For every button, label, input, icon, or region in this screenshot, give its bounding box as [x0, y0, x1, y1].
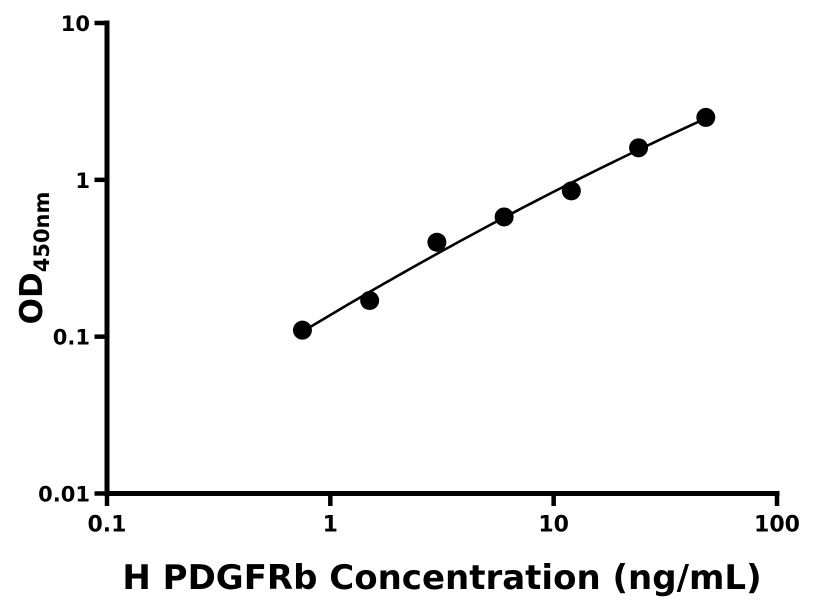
x-axis-tick-label: 0.1 — [88, 513, 127, 538]
y-axis-title-main: OD — [14, 272, 50, 324]
y-axis-tick-label: 0.1 — [53, 326, 90, 350]
data-point — [427, 232, 447, 252]
data-point — [292, 320, 312, 340]
x-axis-title: H PDGFRb Concentration (ng/mL) — [122, 558, 761, 598]
data-point — [629, 138, 649, 158]
y-axis-tick-label: 1 — [75, 169, 90, 193]
y-axis-title-subscript: 450nm — [30, 192, 54, 273]
x-axis-tick-label: 100 — [754, 513, 800, 538]
y-axis-tick-label: 0.01 — [38, 483, 90, 507]
data-point — [494, 207, 514, 227]
y-axis-tick-label: 10 — [61, 12, 90, 36]
plot-area: 0.01 0.1 1 10 0.1 1 10 100 — [38, 12, 800, 538]
axes — [104, 20, 780, 496]
data-point — [696, 107, 716, 127]
data-point — [360, 291, 380, 311]
y-axis-title: OD450nm — [14, 192, 54, 325]
x-axis-tick-label: 1 — [323, 513, 338, 538]
x-axis-tick-label: 10 — [538, 513, 569, 538]
data-point — [561, 181, 581, 201]
